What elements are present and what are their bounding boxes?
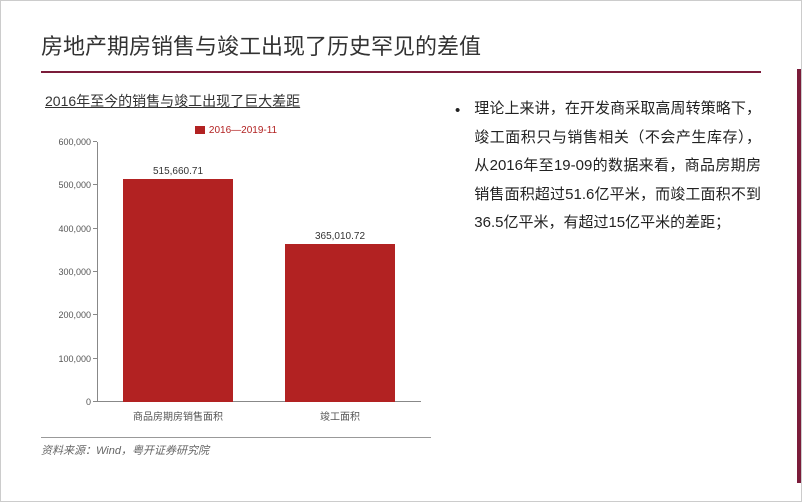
bar-group: 365,010.72: [285, 244, 395, 402]
plot-area: 0100,000200,000300,000400,000500,000600,…: [97, 142, 421, 402]
x-tick-label: 竣工面积: [285, 408, 395, 423]
x-tick-label: 商品房期房销售面积: [123, 408, 233, 423]
bullet-text: 理论上来讲，在开发商采取高周转策略下，竣工面积只与销售相关（不会产生库存），从2…: [474, 95, 761, 238]
legend-label: 2016—2019-11: [209, 125, 277, 136]
legend-swatch: [195, 126, 205, 134]
source-note: 资料来源：Wind，粤开证券研究院: [41, 437, 431, 458]
chart-legend: 2016—2019-11: [41, 119, 431, 136]
bullet-item: • 理论上来讲，在开发商采取高周转策略下，竣工面积只与销售相关（不会产生库存），…: [455, 95, 761, 238]
y-axis: 0100,000200,000300,000400,000500,000600,…: [41, 142, 91, 402]
y-tick-label: 600,000: [41, 137, 91, 147]
bar: [285, 244, 395, 402]
y-tick-label: 0: [41, 397, 91, 407]
bar-chart: 2016—2019-11 0100,000200,000300,000400,0…: [41, 119, 431, 419]
bars-container: 515,660.71 365,010.72: [97, 142, 421, 402]
y-tick-label: 100,000: [41, 354, 91, 364]
right-column: • 理论上来讲，在开发商采取高周转策略下，竣工面积只与销售相关（不会产生库存），…: [455, 91, 761, 419]
page-title: 房地产期房销售与竣工出现了历史罕见的差值: [41, 29, 761, 61]
y-tick-label: 400,000: [41, 224, 91, 234]
side-accent-bar: [797, 69, 801, 483]
title-rule: [41, 71, 761, 73]
y-tick-label: 200,000: [41, 310, 91, 320]
y-tick-label: 500,000: [41, 180, 91, 190]
bar-value-label: 365,010.72: [315, 231, 365, 242]
y-tick-label: 300,000: [41, 267, 91, 277]
left-column: 2016年至今的销售与竣工出现了巨大差距 2016—2019-11 0100,0…: [41, 91, 431, 419]
bar: [123, 179, 233, 402]
bar-group: 515,660.71: [123, 179, 233, 402]
slide: 房地产期房销售与竣工出现了历史罕见的差值 2016年至今的销售与竣工出现了巨大差…: [0, 0, 802, 502]
x-labels: 商品房期房销售面积 竣工面积: [97, 408, 421, 423]
bullet-dot: •: [455, 95, 460, 238]
bar-value-label: 515,660.71: [153, 166, 203, 177]
chart-subtitle: 2016年至今的销售与竣工出现了巨大差距: [41, 91, 431, 111]
content-row: 2016年至今的销售与竣工出现了巨大差距 2016—2019-11 0100,0…: [41, 91, 761, 419]
